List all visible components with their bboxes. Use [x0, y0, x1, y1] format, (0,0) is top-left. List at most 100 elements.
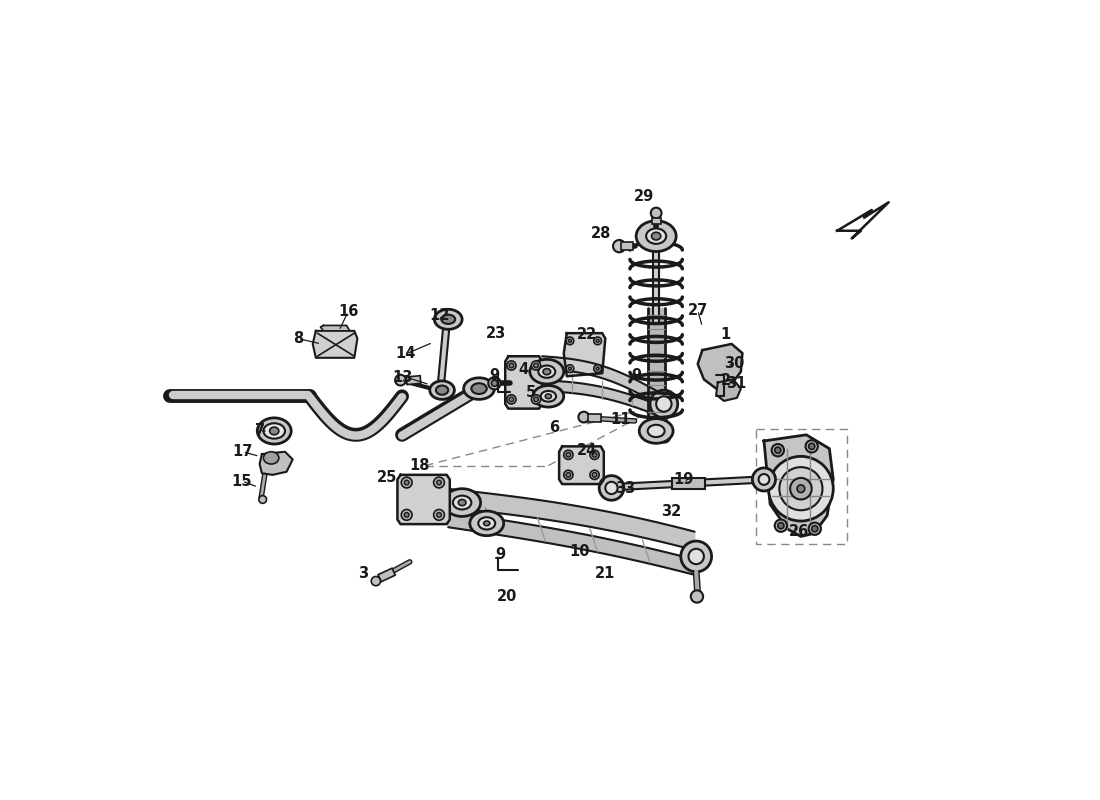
- Circle shape: [402, 477, 412, 488]
- Ellipse shape: [546, 394, 551, 398]
- Bar: [378, 568, 395, 582]
- Ellipse shape: [470, 511, 504, 536]
- Ellipse shape: [752, 468, 776, 491]
- Circle shape: [659, 432, 670, 442]
- Text: 5: 5: [526, 385, 537, 400]
- Text: 31: 31: [726, 376, 747, 390]
- Ellipse shape: [478, 517, 495, 530]
- Circle shape: [808, 443, 815, 450]
- Circle shape: [566, 365, 574, 373]
- Circle shape: [592, 453, 597, 457]
- Circle shape: [372, 577, 381, 586]
- Circle shape: [509, 397, 514, 402]
- Ellipse shape: [656, 396, 672, 412]
- Ellipse shape: [530, 359, 563, 384]
- Text: 33: 33: [615, 481, 636, 496]
- Ellipse shape: [257, 418, 292, 444]
- Ellipse shape: [436, 386, 449, 394]
- Text: 20: 20: [496, 589, 517, 604]
- Ellipse shape: [264, 452, 278, 464]
- Polygon shape: [716, 379, 741, 401]
- Text: 25: 25: [376, 470, 397, 485]
- Bar: [406, 376, 421, 385]
- Circle shape: [592, 473, 597, 477]
- Polygon shape: [563, 333, 605, 376]
- Polygon shape: [559, 446, 604, 484]
- Text: 27: 27: [688, 302, 708, 318]
- Polygon shape: [505, 356, 542, 409]
- Circle shape: [509, 363, 514, 368]
- Circle shape: [534, 397, 538, 402]
- Circle shape: [613, 240, 625, 252]
- Polygon shape: [320, 326, 350, 331]
- Polygon shape: [312, 331, 358, 358]
- Polygon shape: [542, 380, 662, 417]
- Ellipse shape: [605, 482, 618, 494]
- Ellipse shape: [600, 476, 624, 500]
- Circle shape: [808, 522, 821, 535]
- Circle shape: [437, 513, 441, 517]
- Circle shape: [437, 480, 441, 485]
- Text: 29: 29: [634, 189, 654, 204]
- Circle shape: [405, 480, 409, 485]
- Text: 15: 15: [232, 474, 252, 489]
- Polygon shape: [260, 452, 293, 475]
- Ellipse shape: [430, 381, 454, 399]
- Circle shape: [590, 470, 600, 479]
- Text: 22: 22: [576, 327, 597, 342]
- Text: 9: 9: [495, 546, 506, 562]
- Circle shape: [774, 519, 786, 532]
- Ellipse shape: [646, 229, 667, 244]
- Circle shape: [594, 365, 602, 373]
- Circle shape: [531, 394, 541, 404]
- Ellipse shape: [639, 418, 673, 443]
- Text: 7: 7: [254, 423, 265, 438]
- Polygon shape: [397, 475, 450, 524]
- Circle shape: [579, 412, 590, 422]
- Circle shape: [774, 447, 781, 454]
- Ellipse shape: [434, 310, 462, 330]
- Bar: [651, 218, 661, 224]
- Ellipse shape: [441, 314, 455, 324]
- Circle shape: [507, 394, 516, 404]
- Circle shape: [769, 456, 834, 521]
- Circle shape: [534, 363, 538, 368]
- Polygon shape: [433, 487, 695, 550]
- Text: 24: 24: [576, 442, 597, 458]
- Ellipse shape: [541, 391, 557, 402]
- Ellipse shape: [464, 378, 495, 399]
- Ellipse shape: [636, 221, 676, 251]
- Circle shape: [790, 478, 812, 499]
- Text: 10: 10: [569, 544, 590, 559]
- Ellipse shape: [543, 369, 551, 374]
- Ellipse shape: [484, 521, 490, 526]
- Circle shape: [805, 440, 818, 453]
- Circle shape: [531, 361, 541, 370]
- Text: 9: 9: [490, 368, 499, 383]
- Ellipse shape: [538, 366, 556, 378]
- Text: 8: 8: [293, 331, 304, 346]
- Circle shape: [596, 339, 600, 342]
- Circle shape: [563, 470, 573, 479]
- Circle shape: [566, 473, 571, 477]
- Circle shape: [405, 513, 409, 517]
- Circle shape: [402, 510, 412, 520]
- Text: 14: 14: [396, 346, 416, 362]
- Text: 32: 32: [661, 504, 682, 519]
- Ellipse shape: [472, 383, 486, 394]
- Ellipse shape: [459, 499, 466, 506]
- Text: 19: 19: [673, 472, 694, 487]
- Text: 16: 16: [338, 304, 359, 319]
- Ellipse shape: [689, 549, 704, 564]
- Circle shape: [691, 590, 703, 602]
- Ellipse shape: [648, 425, 664, 437]
- Circle shape: [492, 380, 497, 386]
- Circle shape: [594, 337, 602, 345]
- Circle shape: [778, 522, 784, 529]
- Text: 4: 4: [518, 362, 529, 377]
- Circle shape: [258, 496, 266, 503]
- Circle shape: [590, 450, 600, 459]
- Circle shape: [566, 453, 571, 457]
- Circle shape: [812, 526, 818, 532]
- Text: 17: 17: [232, 444, 253, 459]
